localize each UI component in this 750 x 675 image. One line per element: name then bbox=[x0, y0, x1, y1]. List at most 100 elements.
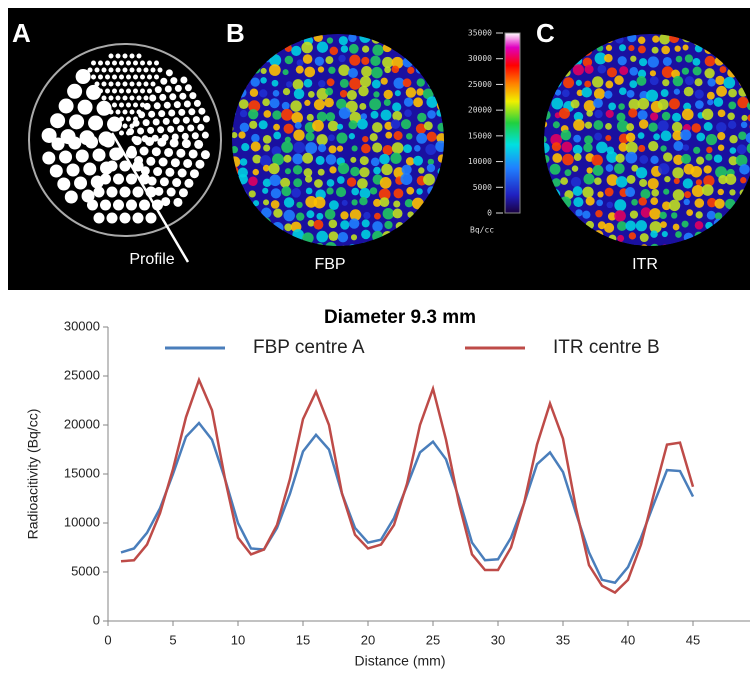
heatmap-blob bbox=[607, 212, 617, 221]
heatmap-blob bbox=[305, 187, 313, 195]
phantom-rod bbox=[96, 100, 112, 116]
phantom-rod bbox=[168, 109, 176, 117]
heatmap-blob bbox=[269, 174, 281, 187]
heatmap-blob bbox=[673, 154, 684, 166]
heatmap-blob bbox=[625, 220, 636, 232]
heatmap-blob bbox=[671, 112, 682, 122]
heatmap-blob bbox=[348, 133, 356, 140]
heatmap-blob bbox=[585, 196, 595, 206]
phantom-rod bbox=[157, 137, 167, 147]
heatmap-blob bbox=[615, 176, 628, 188]
phantom-rod bbox=[146, 156, 156, 166]
heatmap-blob bbox=[593, 88, 605, 100]
heatmap-blob bbox=[401, 164, 412, 175]
heatmap-blob bbox=[606, 174, 619, 186]
heatmap-blob bbox=[381, 163, 393, 176]
heatmap-blob bbox=[674, 45, 681, 52]
phantom-rod bbox=[172, 178, 182, 188]
phantom-rod bbox=[147, 60, 152, 66]
heatmap-blob bbox=[681, 153, 692, 164]
phantom-rod bbox=[192, 116, 200, 124]
colorbar-tick-label: 25000 bbox=[468, 80, 492, 89]
phantom-rod bbox=[133, 60, 138, 66]
phantom-rod bbox=[158, 110, 166, 118]
heatmap-blob bbox=[250, 141, 261, 152]
heatmap-blob bbox=[661, 45, 670, 55]
phantom-rod bbox=[165, 167, 175, 177]
heatmap-blob bbox=[404, 109, 412, 118]
heatmap-blob bbox=[672, 75, 684, 87]
heatmap-blob bbox=[383, 98, 391, 107]
heatmap-blob bbox=[683, 198, 690, 206]
heatmap-blob bbox=[575, 209, 583, 217]
heatmap-blob bbox=[292, 79, 304, 90]
chart-title: Diameter 9.3 mm bbox=[324, 307, 476, 328]
heatmap-blob bbox=[328, 231, 339, 242]
heatmap-blob bbox=[326, 78, 335, 87]
phantom-rod bbox=[154, 60, 159, 66]
phantom-rod bbox=[183, 158, 193, 168]
heatmap-blob bbox=[604, 90, 613, 99]
heatmap-blob bbox=[390, 152, 402, 164]
heatmap-blob bbox=[328, 145, 337, 154]
heatmap-blob bbox=[639, 178, 648, 187]
phantom-rod bbox=[193, 99, 201, 107]
heatmap-blob bbox=[581, 87, 592, 98]
heatmap-blob bbox=[393, 188, 404, 199]
phantom-rod bbox=[133, 102, 138, 108]
phantom-rod bbox=[83, 162, 97, 176]
phantom-rod bbox=[154, 86, 162, 94]
heatmap-blob bbox=[252, 168, 259, 176]
heatmap-blob bbox=[659, 34, 671, 45]
heatmap-blob bbox=[594, 132, 603, 141]
heatmap-blob bbox=[701, 184, 714, 196]
heatmap-blob bbox=[249, 120, 258, 129]
heatmap-blob bbox=[283, 209, 295, 222]
heatmap-blob bbox=[659, 211, 667, 220]
phantom-rod bbox=[147, 126, 155, 134]
colorbar-tick-label: 35000 bbox=[468, 29, 492, 38]
phantom-rod bbox=[88, 115, 104, 131]
phantom-rod bbox=[189, 92, 197, 100]
series-line bbox=[120, 421, 695, 585]
heatmap-blob bbox=[560, 177, 569, 185]
heatmap-blob bbox=[360, 113, 368, 120]
phantom-rod bbox=[152, 118, 160, 126]
colorbar-tick-label: 30000 bbox=[468, 54, 492, 63]
heatmap-blob bbox=[639, 155, 649, 164]
heatmap-blob bbox=[241, 142, 250, 152]
heatmap-blob bbox=[682, 44, 689, 51]
phantom-rod bbox=[126, 74, 131, 80]
heatmap-blob bbox=[625, 151, 638, 164]
heatmap-blob bbox=[550, 133, 563, 146]
heatmap-blob bbox=[668, 98, 680, 110]
x-tick-label: 5 bbox=[169, 632, 176, 647]
phantom-rod bbox=[112, 60, 117, 66]
panel-letter: C bbox=[536, 18, 555, 48]
phantom-rod bbox=[91, 74, 96, 80]
heatmap-blob bbox=[359, 187, 371, 199]
phantom-rod bbox=[112, 102, 117, 108]
heatmap-blob bbox=[351, 187, 360, 196]
heatmap-blob bbox=[661, 66, 674, 78]
heatmap-blob bbox=[605, 164, 614, 172]
heatmap-blob bbox=[584, 121, 593, 129]
heatmap-blob bbox=[329, 166, 337, 174]
heatmap-blob bbox=[326, 37, 334, 44]
heatmap-blob bbox=[640, 207, 652, 218]
phantom-rod bbox=[197, 123, 205, 131]
heatmap-blob bbox=[271, 146, 282, 156]
heatmap-blob bbox=[306, 210, 315, 219]
heatmap-blob bbox=[694, 220, 704, 230]
heatmap-blob bbox=[729, 134, 738, 144]
phantom-rod bbox=[74, 176, 88, 190]
heatmap-blob bbox=[554, 89, 562, 96]
phantom-rod bbox=[140, 60, 145, 66]
heatmap-blob bbox=[423, 121, 433, 131]
heatmap-blob bbox=[584, 80, 592, 88]
heatmap-blob bbox=[416, 88, 424, 96]
phantom-rod bbox=[139, 146, 149, 156]
heatmap-blob bbox=[402, 78, 412, 88]
heatmap-blob bbox=[636, 75, 647, 86]
phantom-rod bbox=[132, 186, 144, 198]
